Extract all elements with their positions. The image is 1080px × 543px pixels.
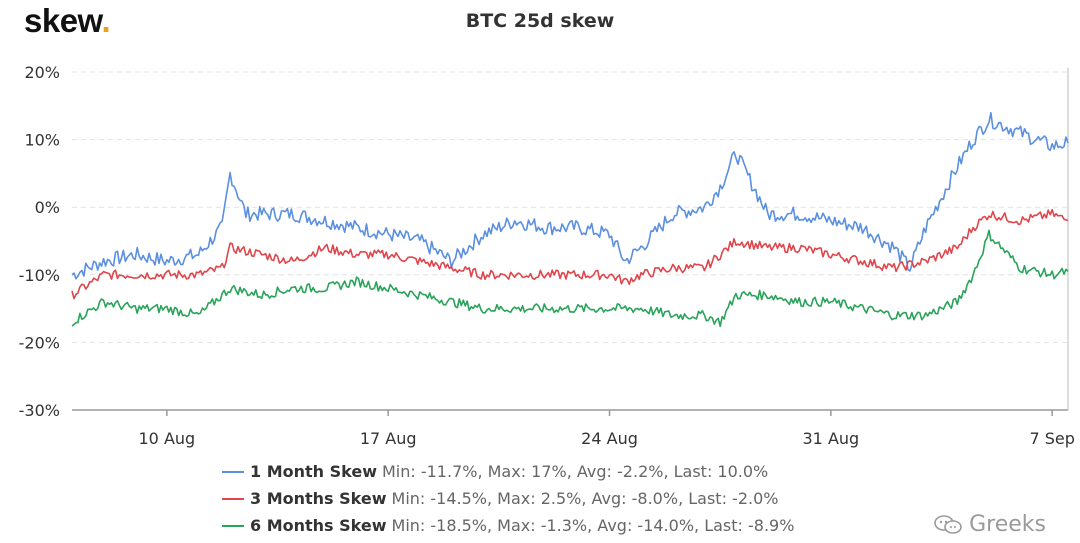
skew-logo: skew. bbox=[24, 2, 111, 40]
watermark-text: Greeks bbox=[969, 512, 1046, 537]
legend-item[interactable]: 1 Month Skew Min: -11.7%, Max: 17%, Avg: … bbox=[222, 458, 794, 485]
y-tick-label: 0% bbox=[35, 198, 60, 217]
legend-series-stats: Min: -18.5%, Max: -1.3%, Avg: -14.0%, La… bbox=[391, 516, 795, 535]
y-tick-label: 20% bbox=[24, 63, 60, 82]
logo-text: skew bbox=[24, 2, 102, 39]
series-line-1 bbox=[71, 112, 1069, 280]
y-tick-label: -30% bbox=[19, 401, 60, 420]
logo-dot: . bbox=[101, 2, 111, 39]
chart-title: BTC 25d skew bbox=[465, 10, 615, 32]
legend-series-stats: Min: -14.5%, Max: 2.5%, Avg: -8.0%, Last… bbox=[391, 489, 779, 508]
x-tick-label: 7 Sep bbox=[1029, 429, 1074, 448]
x-tick-label: 10 Aug bbox=[139, 429, 196, 448]
y-tick-label: -20% bbox=[19, 333, 60, 352]
legend-item[interactable]: 3 Months Skew Min: -14.5%, Max: 2.5%, Avg… bbox=[222, 485, 794, 512]
y-tick-label: 10% bbox=[24, 131, 60, 150]
chart-legend: 1 Month Skew Min: -11.7%, Max: 17%, Avg: … bbox=[222, 458, 794, 539]
x-tick-label: 31 Aug bbox=[803, 429, 860, 448]
legend-swatch bbox=[222, 497, 244, 500]
legend-series-name: 6 Months Skew bbox=[250, 516, 387, 535]
legend-item[interactable]: 6 Months Skew Min: -18.5%, Max: -1.3%, Av… bbox=[222, 512, 794, 539]
watermark: Greeks bbox=[933, 512, 1046, 537]
legend-series-stats: Min: -11.7%, Max: 17%, Avg: -2.2%, Last:… bbox=[381, 462, 769, 481]
y-tick-label: -10% bbox=[19, 266, 60, 285]
legend-series-name: 1 Month Skew bbox=[250, 462, 377, 481]
legend-series-name: 3 Months Skew bbox=[250, 489, 387, 508]
x-tick-label: 17 Aug bbox=[360, 429, 417, 448]
x-tick-label: 24 Aug bbox=[581, 429, 638, 448]
chat-bubbles-icon bbox=[934, 514, 962, 534]
legend-swatch bbox=[222, 470, 244, 473]
series-line-2 bbox=[71, 208, 1069, 300]
legend-swatch bbox=[222, 524, 244, 527]
series-line-3 bbox=[71, 229, 1069, 328]
